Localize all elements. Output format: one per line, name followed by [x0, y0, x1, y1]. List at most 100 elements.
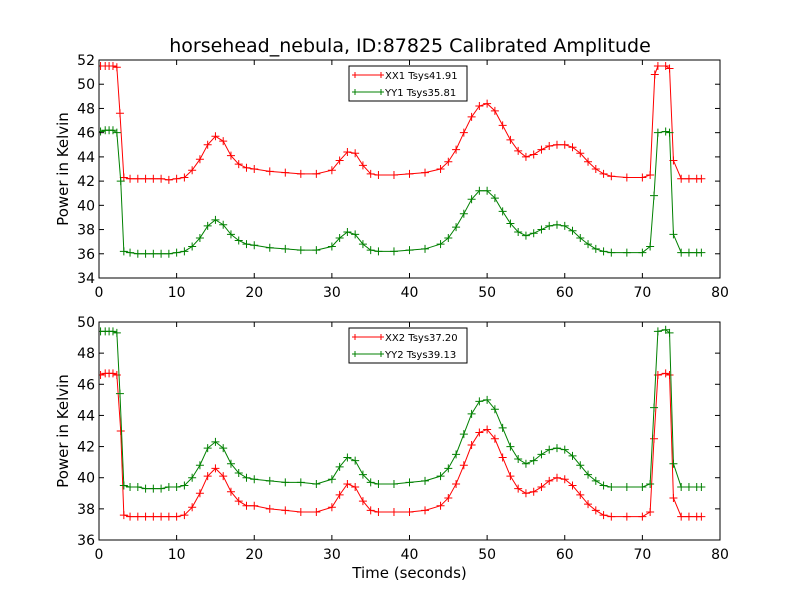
chart-1-series-1-point-14 [180, 481, 189, 490]
chart-1-series-1-point-63 [646, 479, 655, 488]
chart-0-series-0-point-54 [560, 140, 569, 149]
chart-0-series-1-point-13 [172, 248, 181, 257]
chart-0-series-0-point-55 [568, 143, 577, 152]
chart-1-series-1-point-16 [195, 461, 204, 470]
chart-0-series-1-point-61 [622, 248, 631, 257]
chart-1-series-0-point-25 [281, 506, 290, 515]
chart-1-series-0-point-55 [568, 481, 577, 490]
chart-1-series-1-point-11 [157, 484, 166, 493]
chart-1-series-0-point-18 [211, 464, 220, 473]
chart-1-ytick-label-2: 40 [77, 471, 95, 487]
chart-0-series-1-point-8 [133, 249, 142, 258]
chart-0-series-1-point-14 [180, 247, 189, 256]
chart-1-series-1-point-36 [405, 478, 414, 487]
chart-0-series-1-point-7 [126, 248, 135, 257]
chart-1-series-1-point-60 [607, 483, 616, 492]
chart-0-series-0-point-46 [498, 121, 507, 130]
chart-1-series-0-point-3 [108, 369, 117, 378]
chart-1-series-1-point-50 [529, 456, 538, 465]
chart-0-ytick-label-6: 46 [77, 126, 95, 142]
chart-0-ytick-label-9: 52 [77, 53, 95, 69]
chart-1-legend: XX2 Tsys37.20 YY2 Tsys39.13 [348, 327, 468, 364]
chart-1-legend-box [348, 327, 468, 364]
chart-1-series-1-point-44 [483, 395, 492, 404]
chart-0-series-0-point-32 [358, 161, 367, 170]
chart-1-xtick-label-3: 30 [323, 547, 341, 563]
chart-0-series-1-point-10 [149, 249, 158, 258]
chart-0-series-1-point-58 [591, 244, 600, 253]
chart-1-series-1-point-59 [599, 481, 608, 490]
chart-0-series-1-point-66 [661, 127, 670, 136]
chart-1-ytick-label-6: 48 [77, 346, 95, 362]
chart-0-series-0-point-12 [164, 175, 173, 184]
chart-1-series-0-point-67 [665, 370, 674, 379]
chart-0-xtick-label-8: 80 [711, 285, 729, 301]
chart-0-ytick-label-1: 36 [77, 247, 95, 263]
chart-1-series-0-point-56 [576, 490, 585, 499]
chart-1-series-0-point-58 [591, 506, 600, 515]
chart-0-series-1-point-40 [452, 223, 461, 232]
chart-1-series-0-point-21 [234, 497, 243, 506]
chart-0-series-1-point-44 [483, 186, 492, 195]
chart-1-xtick-label-2: 20 [245, 547, 263, 563]
chart-0-series-1-point-52 [545, 221, 554, 230]
chart-1-series-1-point-29 [335, 462, 344, 471]
chart-1-series-0-point-41 [459, 461, 468, 470]
chart-0-series-0-point-27 [312, 169, 321, 178]
chart-1-series-1-point-53 [552, 444, 561, 453]
chart-0-series-1-point-57 [584, 240, 593, 249]
chart-1-ytick-label-3: 42 [77, 440, 95, 456]
chart-1-series-1-point-67 [665, 328, 674, 337]
chart-0-series-0-point-18 [211, 132, 220, 141]
chart-1-series-0-point-33 [366, 506, 375, 515]
chart-1-series-1-point-3 [108, 327, 117, 336]
chart-0-series-0-point-24 [265, 167, 274, 176]
chart-0-series-1-point-12 [164, 249, 173, 258]
chart-0-series-0-point-34 [374, 171, 383, 180]
chart-0-ytick-label-8: 50 [77, 77, 95, 93]
chart-0-series-1-point-15 [188, 242, 197, 251]
chart-1-series-0-point-49 [521, 489, 530, 498]
chart-0-series-0 [99, 62, 706, 184]
chart-0-series-0-point-31 [351, 149, 360, 158]
chart-1-series-1-point-69 [677, 483, 686, 492]
chart-1-series-0-point-51 [537, 483, 546, 492]
chart-0-xtick-label-4: 40 [401, 285, 419, 301]
chart-1-series-0-point-36 [405, 507, 414, 516]
chart-1-series-1-point-48 [514, 455, 523, 464]
chart-0-series-1-point-29 [335, 234, 344, 243]
chart-0-ytick-label-3: 40 [77, 198, 95, 214]
chart-0-series-0-point-56 [576, 149, 585, 158]
chart-0-series-0-point-64 [650, 70, 659, 79]
chart-0-series-0-point-14 [180, 173, 189, 182]
chart-1-series-0-point-40 [452, 479, 461, 488]
chart-0-series-1-point-11 [157, 249, 166, 258]
chart-1-series-1-point-31 [351, 456, 360, 465]
chart-0-legend-box [348, 65, 468, 102]
chart-1-series-1-point-25 [281, 478, 290, 487]
chart-0-xtick-label-5: 50 [478, 285, 496, 301]
chart-1-series-1-point-12 [164, 483, 173, 492]
chart-1-xtick-label-8: 80 [711, 547, 729, 563]
chart-1-xtick-label-6: 60 [556, 547, 574, 563]
chart-1-series-1-point-5 [115, 389, 124, 398]
chart-1-series-1-point-54 [560, 445, 569, 454]
chart-1-legend-marker-right-1 [378, 351, 384, 357]
chart-0-series-0-point-13 [172, 174, 181, 183]
chart-1-series-0-point-19 [219, 472, 228, 481]
chart-1-series-0 [99, 369, 706, 521]
chart-1-series-0-point-47 [506, 472, 515, 481]
chart-1-series-0-point-32 [358, 497, 367, 506]
chart-1-series-0-point-68 [669, 493, 678, 502]
chart-0-series-0-point-47 [506, 135, 515, 144]
chart-0-series-0-point-5 [115, 109, 124, 118]
chart-0-series-0-point-9 [141, 174, 150, 183]
chart-0-legend-entry-1: YY1 Tsys35.81 [352, 88, 456, 99]
chart-0-series-0-point-43 [475, 102, 484, 111]
chart-1-series-1-point-22 [242, 473, 251, 482]
chart-0-series-0-point-45 [490, 106, 499, 115]
chart-0-series-0-point-8 [133, 174, 142, 183]
chart-1-series-1-point-47 [506, 442, 515, 451]
chart-0-series-0-point-70 [684, 174, 693, 183]
chart-0-series-0-point-53 [552, 140, 561, 149]
